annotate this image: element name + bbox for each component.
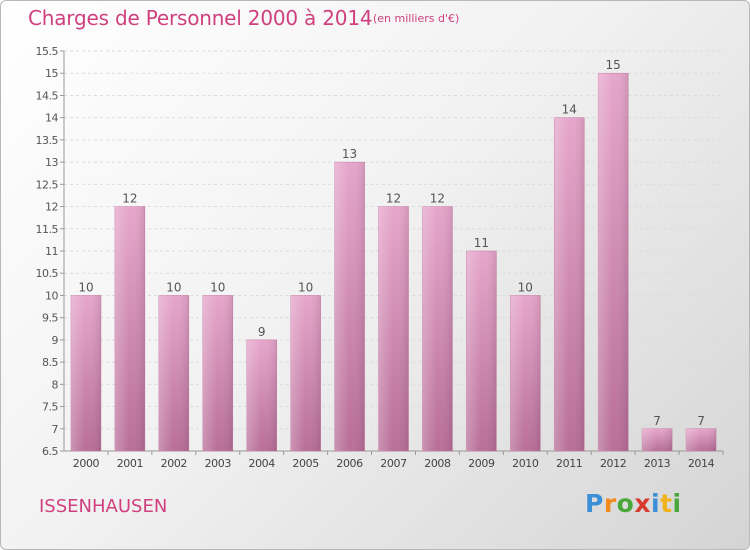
x-tick-labels: 2000 2001 2002 2003 2004 2005 2006 2007 2008 2009… [73,457,715,470]
bar-value-label: 14 [562,103,577,117]
y-tick-label: 12.5 [36,178,59,191]
bar-shade [686,428,717,451]
bar [378,206,409,452]
logo-letter: t [660,489,673,518]
bar [334,161,365,452]
logo-letter: x [634,489,651,518]
y-tick-label: 12 [45,201,58,214]
chart-title: Charges de Personnel 2000 à 2014 [28,6,373,30]
bar-shade [70,295,101,451]
bar [466,250,497,452]
bar-shade [510,295,541,451]
logo-letter: i [672,489,682,518]
y-tick-label: 15.5 [36,45,59,58]
logo-letter: P [585,489,604,518]
bar [597,72,629,452]
bar-value-label: 10 [166,280,181,294]
y-tick-label: 10.5 [36,267,59,280]
y-tick-label: 11.5 [36,223,59,236]
y-tick-label: 6.5 [42,445,58,458]
bar-value-label: 7 [653,414,661,428]
commune-name: ISSENHAUSEN [39,496,168,517]
bar-shade [598,73,629,451]
bar [158,295,190,452]
bar-value-label: 12 [430,192,445,206]
y-tick-label: 14 [45,112,58,125]
logo-letter: r [603,489,617,518]
x-tick-label: 2004 [248,457,275,470]
x-tick-label: 2007 [380,457,407,470]
x-tick-label: 2014 [688,457,715,470]
y-tick-label: 13 [45,156,58,169]
y-tick-label: 11 [45,245,58,258]
x-tick-label: 2008 [424,457,451,470]
bar [114,206,146,452]
bar-value-label: 15 [606,58,621,72]
value-labels: 10 12 10 10 9 10 13 12 12 11 10 14 15 7 7 [78,58,705,428]
bar-value-label: 10 [210,280,225,294]
bar-shade [334,162,365,451]
bar [553,117,585,452]
y-tick-label: 8 [52,378,59,391]
bar-shade [422,206,453,451]
y-tick-label: 15 [45,67,58,80]
x-tick-label: 2000 [73,457,100,470]
bar-value-label: 13 [342,147,357,161]
y-tick-labels: 6.5 7 7.5 8 8.5 9 9.5 10 10.5 11 11.5 12 12.5 13 13.5 1… [36,45,60,458]
bars [70,72,717,452]
y-tick-label: 13.5 [36,134,59,147]
proxiti-logo: Proxiti [585,489,682,518]
x-tick-label: 2013 [644,457,671,470]
y-tick-label: 8.5 [42,356,58,369]
x-tick-label: 2012 [600,457,626,470]
bar-value-label: 10 [78,280,93,294]
x-tick-label: 2009 [468,457,495,470]
x-tick-label: 2011 [556,457,582,470]
bar-value-label: 12 [122,192,137,206]
bar [290,295,321,452]
bar [641,428,673,452]
bar [70,295,102,452]
bar-value-label: 10 [298,280,313,294]
y-tick-label: 7 [52,423,59,436]
y-tick-label: 9 [52,334,59,347]
chart-subtitle: (en milliers d'€) [373,12,460,25]
bar-shade [202,295,233,451]
bar-shade [246,339,277,451]
bar-shade [554,117,585,452]
bar-value-label: 11 [474,236,489,250]
y-tick-label: 10 [45,289,58,302]
x-tick-label: 2006 [336,457,363,470]
x-tick-label: 2010 [512,457,539,470]
bar-value-label: 12 [386,192,401,206]
logo-letter: i [651,489,661,518]
bar-value-label: 9 [258,325,266,339]
y-tick-label: 14.5 [36,89,59,102]
x-tick-label: 2001 [117,457,143,470]
y-tick-label: 7.5 [42,401,58,414]
bar-shade [158,295,189,451]
bar-shade [378,206,409,451]
bar [422,206,453,452]
bar-shade [466,251,497,451]
x-tick-label: 2005 [292,457,319,470]
logo-letter: o [616,489,635,518]
bar [685,428,717,452]
bar-shade [642,428,673,451]
bar-shade [290,295,321,451]
bar-value-label: 7 [697,414,705,428]
bar [202,295,234,452]
x-tick-label: 2002 [161,457,187,470]
x-tick-label: 2003 [205,457,232,470]
bar-value-label: 10 [518,280,533,294]
y-tick-label: 9.5 [42,312,58,325]
bar-shade [114,206,145,451]
bar [246,339,277,452]
bar [510,295,541,452]
